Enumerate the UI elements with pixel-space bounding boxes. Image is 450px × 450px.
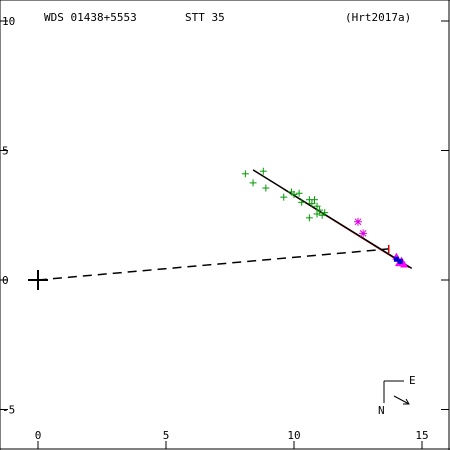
data-point-plus-8 — [298, 198, 306, 206]
data-point-plus-17 — [321, 209, 329, 217]
axis-ticks: 0 5 10 15 10 5 0 -5 — [0, 15, 449, 449]
data-point-square-0 — [393, 256, 399, 262]
x-tick-label-0: 0 — [35, 429, 42, 442]
data-point-asterisk-1-d2 — [359, 230, 367, 237]
data-point-plus-12 — [313, 202, 321, 210]
compass-north-label: N — [378, 404, 385, 417]
wds-id-label: WDS 01438+5553 — [44, 11, 137, 24]
data-point-asterisk-1 — [359, 229, 368, 238]
data-point-plus-0 — [241, 170, 249, 178]
data-point-asterisk-0-d2 — [354, 218, 362, 226]
y-tick-label-0: 0 — [2, 274, 9, 287]
data-point-plus-3 — [262, 184, 270, 192]
data-point-plus-2 — [259, 167, 267, 175]
data-point-triangle-2 — [400, 260, 409, 268]
data-point-plus-11 — [310, 196, 318, 204]
data-point-plus-6 — [290, 191, 298, 199]
motion-arrow — [393, 395, 410, 405]
motion-arrow-head — [403, 398, 410, 405]
data-point-asterisk-0 — [354, 217, 362, 226]
data-point-plus-16 — [305, 214, 313, 222]
y-tick-label-10: 10 — [2, 15, 15, 28]
y-tick-label-5: 5 — [2, 145, 9, 158]
periastron-line — [37, 248, 389, 281]
discoverer-label: STT 35 — [185, 11, 225, 24]
data-point-plus-1 — [249, 179, 257, 187]
data-point-plus-13 — [316, 206, 324, 214]
data-point-plus-7 — [295, 189, 303, 197]
data-point-square-1 — [397, 258, 403, 264]
data-point-plus-4 — [280, 193, 288, 201]
compass: N E — [378, 374, 416, 417]
reference-label: (Hrt2017a) — [345, 11, 411, 24]
y-tick-label--5: -5 — [2, 404, 15, 417]
data-point-plus-10 — [308, 200, 316, 208]
compass-east-label: E — [409, 374, 416, 387]
x-tick-label-15: 15 — [415, 429, 428, 442]
data-marks — [241, 167, 409, 268]
orbit-fit-line — [252, 169, 413, 269]
x-tick-label-10: 10 — [287, 429, 300, 442]
data-point-plus-15 — [313, 210, 321, 218]
x-tick-label-5: 5 — [163, 429, 170, 442]
